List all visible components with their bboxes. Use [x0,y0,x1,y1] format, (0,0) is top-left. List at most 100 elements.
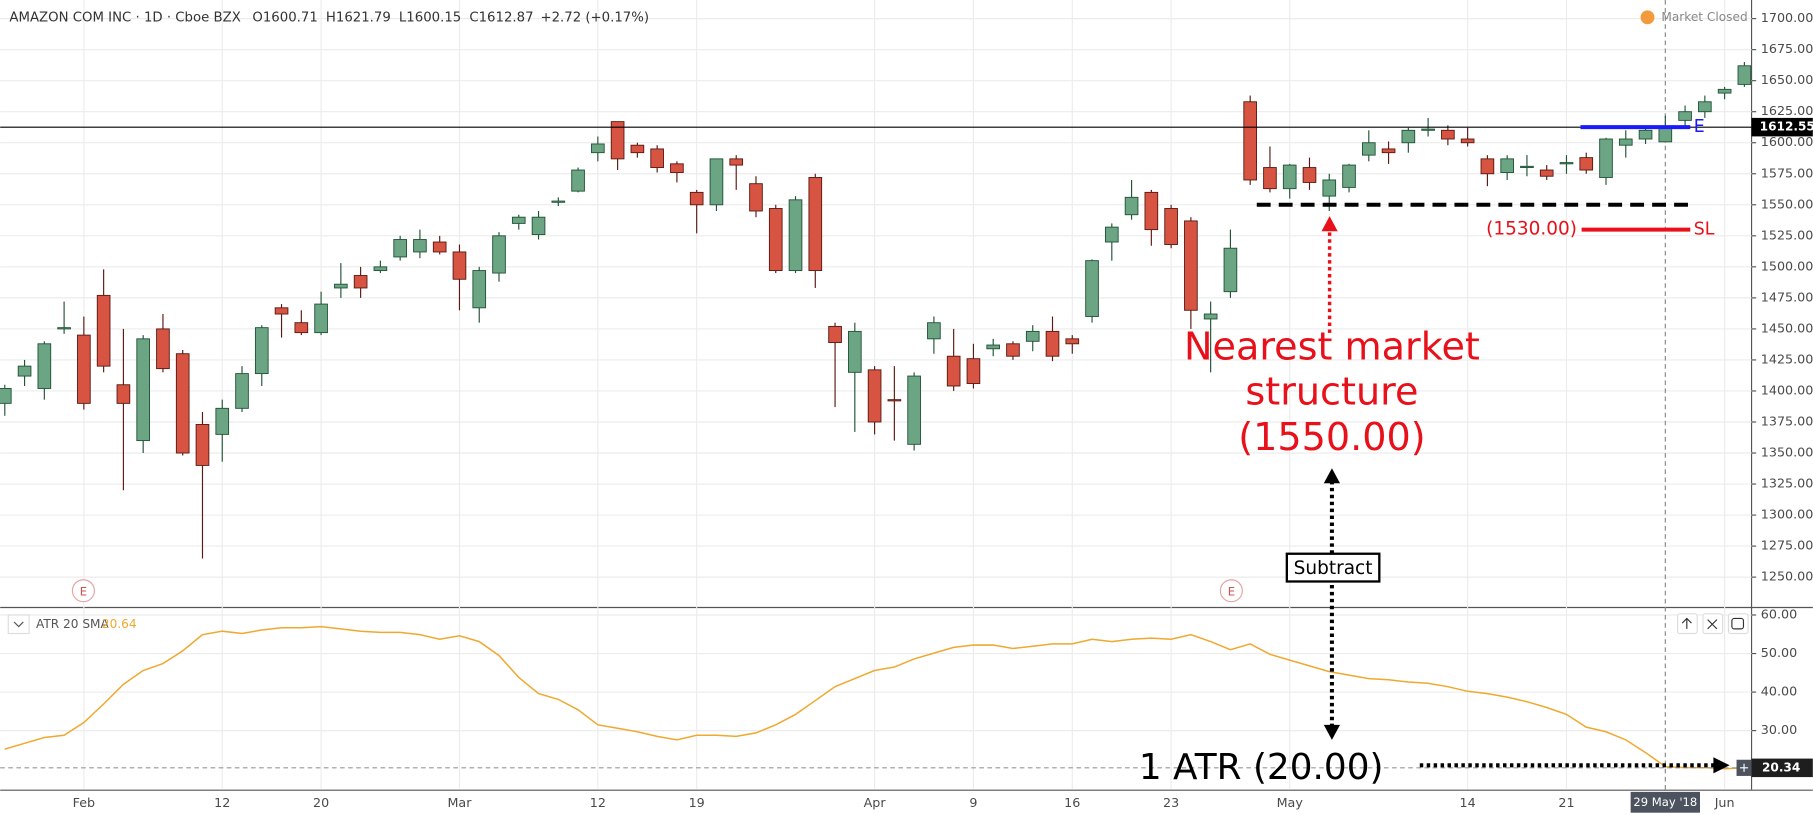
candle-body [0,388,12,404]
level-note: structure [1245,370,1418,414]
y-tick-label: 1425.00 [1761,351,1813,366]
x-tick-label: 12 [214,795,230,810]
level-note: Nearest market [1184,325,1480,369]
pane-button-icon [1731,617,1745,630]
level-value-label: (1550.00) [1238,415,1425,459]
candle-body [1263,167,1277,190]
candle-body [413,239,427,253]
collapse-button [7,614,30,635]
x-tick-label: Apr [864,795,887,810]
candle-body [630,144,645,154]
candle-body [1124,196,1139,216]
candle-body [1441,129,1455,140]
candle-body [1184,220,1198,311]
y-tick-label: 1650.00 [1761,72,1813,87]
candle-body [828,325,842,344]
candle-body [17,365,32,377]
y-tick-label: 1625.00 [1761,103,1813,118]
event-marker [1219,579,1243,603]
candle-body [136,338,150,442]
candle-body [294,322,309,334]
candle-body [472,270,487,309]
ohlc-key: O [252,10,262,25]
candle-body [848,330,862,373]
x-tick-label: 12 [590,795,606,810]
candle-body [1322,179,1337,197]
candle-body [670,163,684,173]
candle-body [1678,111,1692,121]
x-tick-label: 23 [1163,795,1179,810]
candle-body [1361,142,1376,156]
candle-body [927,322,941,340]
candle-body [1282,164,1297,190]
candle-body [551,200,566,203]
candle-body [175,353,190,454]
candle-body [373,266,388,272]
candle-body [1401,129,1416,144]
candle-body [156,328,170,370]
y-tick-label: 1600.00 [1761,134,1813,149]
y-tick-label: 1325.00 [1761,476,1813,491]
candle-body [1480,158,1495,175]
candle-body [1203,313,1218,320]
candle-body [650,148,664,169]
price-label: 1612.55 [1760,120,1813,134]
candle-body [1381,148,1396,154]
candle-body [77,334,91,404]
x-tick-label: 9 [969,795,977,810]
candle-body [610,121,625,160]
candle-body [1085,260,1099,317]
y-tick-label: 1700.00 [1761,10,1813,25]
candle-body [452,251,467,280]
candle-body [986,344,1001,350]
arrow-head [1323,468,1341,484]
y-tick-label: 40.00 [1761,684,1797,699]
price-label-box [1751,117,1813,137]
y-tick-label: 1525.00 [1761,227,1813,242]
candle-body [689,191,704,206]
event-label: E [80,584,87,598]
candle-body [531,216,546,236]
x-tick-label: 19 [689,795,705,810]
candle-body [1223,247,1238,293]
y-tick-label: 1675.00 [1761,41,1813,56]
candle-body [1144,191,1159,231]
candle-body [195,424,210,466]
ohlc-value: 1612.87 [479,10,534,25]
y-tick-label: 1275.00 [1761,538,1813,553]
y-tick-label: 50.00 [1761,645,1797,660]
candle-body [946,355,961,387]
annotation: 1 ATR (20.00) [1139,747,1384,788]
ohlc-value: 1621.79 [336,10,391,25]
candle-body [1006,343,1020,357]
candle-body [1539,169,1554,177]
candle-body [1698,101,1712,113]
arrow-head [1713,757,1730,774]
y-tick-label: 1300.00 [1761,507,1813,522]
crosshair-label: 29 May '18 [1633,795,1697,809]
candle-body [393,239,407,258]
title: AMAZON COM INC · 1D · Cboe BZX [9,10,240,25]
y-tick-label: 60.00 [1761,607,1797,622]
pane-button-icon [1707,619,1718,630]
x-tick-label: 16 [1064,795,1080,810]
candle-body [334,283,348,289]
candle-body [37,343,52,389]
candle-body [215,407,230,435]
candle-body [235,373,249,409]
change: +2.72 (+0.17%) [540,10,649,25]
candle-body [571,169,585,192]
candle-body [1520,165,1534,169]
candle-body [1045,330,1060,357]
ohlc-key: L [399,10,407,25]
level-name: E [1694,117,1705,137]
candle-body [1638,129,1653,140]
x-tick-label: 14 [1460,795,1476,810]
y-tick-label: 30.00 [1761,722,1797,737]
candle-body [1717,88,1732,94]
candle-body [432,241,447,253]
ohlc-value: 1600.71 [263,10,318,25]
status-icon [1640,10,1655,25]
